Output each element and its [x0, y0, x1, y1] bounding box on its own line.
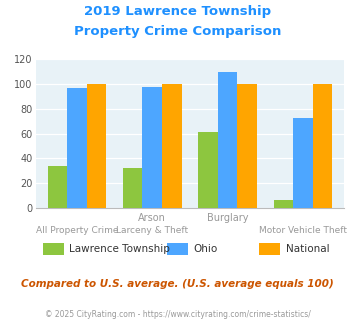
Text: Property Crime Comparison: Property Crime Comparison: [74, 25, 281, 38]
Text: 2019 Lawrence Township: 2019 Lawrence Township: [84, 5, 271, 18]
Bar: [48, 166, 67, 208]
Text: Arson: Arson: [138, 213, 166, 223]
Bar: [198, 132, 218, 208]
Bar: [123, 168, 142, 208]
Bar: [67, 88, 87, 208]
Bar: [274, 200, 293, 208]
Bar: [218, 72, 237, 208]
Text: Motor Vehicle Theft: Motor Vehicle Theft: [259, 226, 347, 235]
Bar: [87, 84, 106, 208]
Bar: [142, 86, 162, 208]
Text: National: National: [286, 244, 329, 254]
Text: Compared to U.S. average. (U.S. average equals 100): Compared to U.S. average. (U.S. average …: [21, 279, 334, 289]
Text: Ohio: Ohio: [193, 244, 218, 254]
Text: © 2025 CityRating.com - https://www.cityrating.com/crime-statistics/: © 2025 CityRating.com - https://www.city…: [45, 310, 310, 319]
Bar: [293, 117, 313, 208]
Text: Lawrence Township: Lawrence Township: [69, 244, 170, 254]
Bar: [313, 84, 332, 208]
Text: Burglary: Burglary: [207, 213, 248, 223]
Bar: [237, 84, 257, 208]
Text: Larceny & Theft: Larceny & Theft: [116, 226, 188, 235]
Text: All Property Crime: All Property Crime: [36, 226, 118, 235]
Bar: [162, 84, 182, 208]
